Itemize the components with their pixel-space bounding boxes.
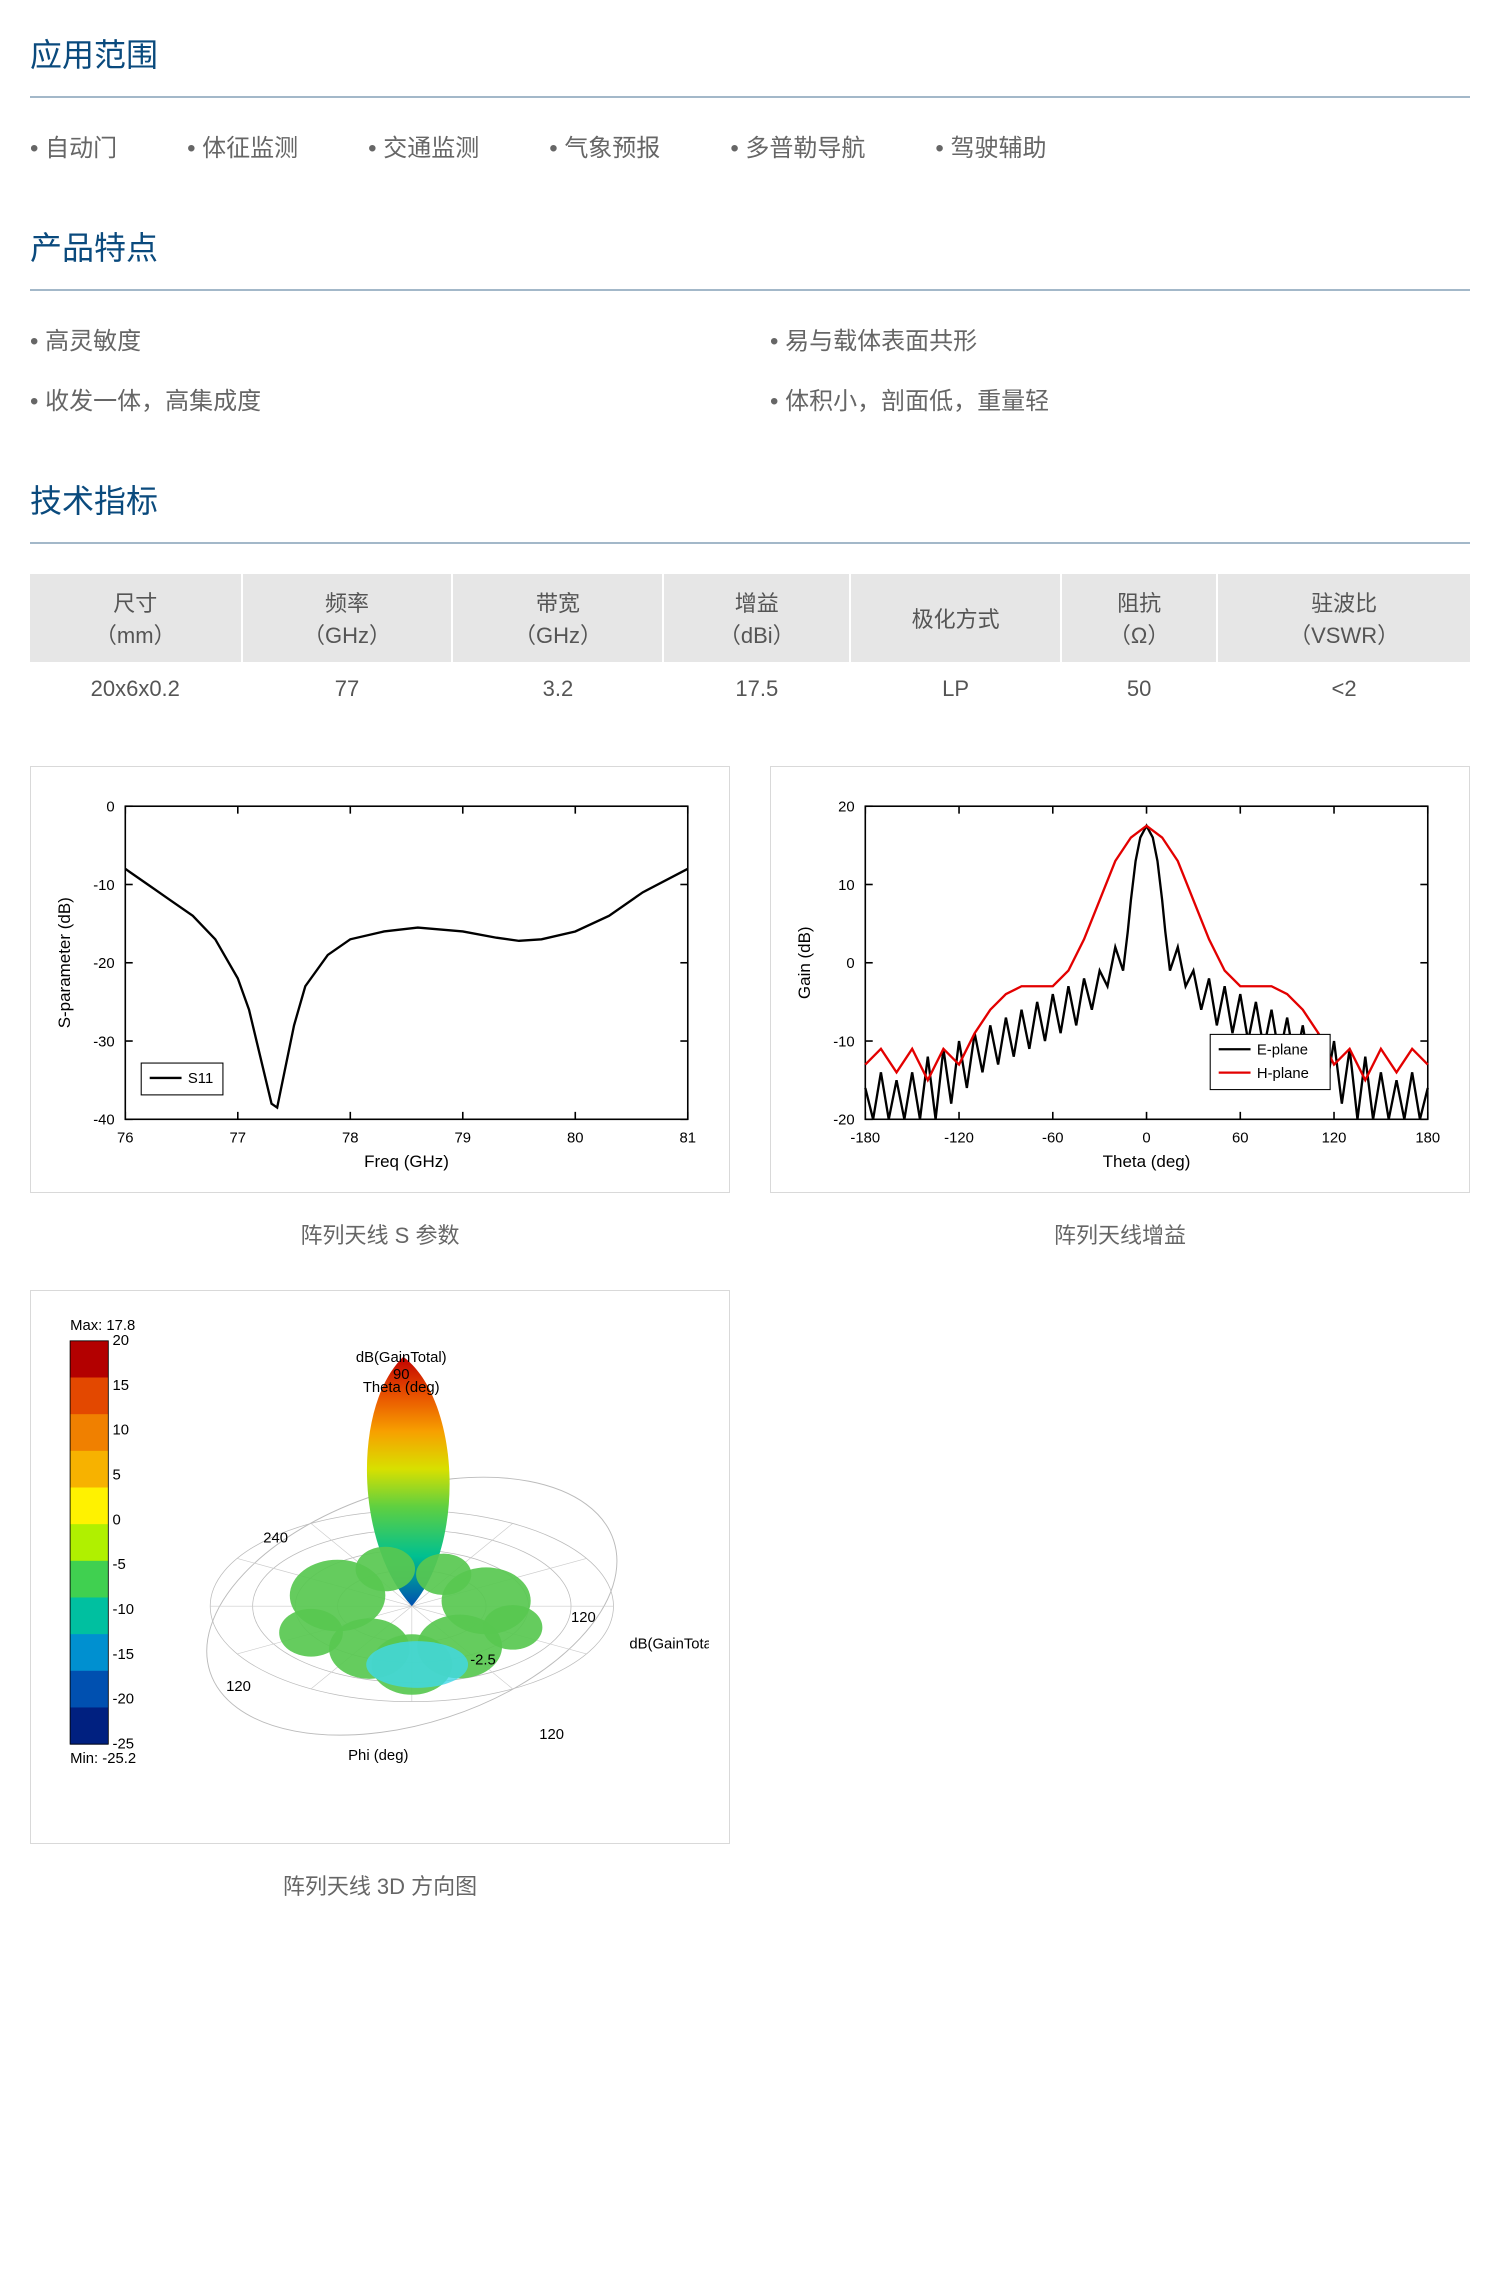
application-item: 交通监测 (368, 128, 479, 163)
svg-text:240: 240 (263, 1530, 288, 1546)
svg-text:120: 120 (571, 1610, 596, 1626)
charts-row-1: 76 77 78 79 80 81 -40 -30 -20 -10 0 Freq (GHz) S-par… (30, 766, 1470, 1250)
svg-text:dB(GainTotal): dB(GainTotal) (356, 1350, 447, 1366)
svg-text:-15: -15 (113, 1646, 134, 1662)
gain-chart: -180 -120 -60 0 60 120 180 -20 -10 0 10 20 Theta (de… (770, 766, 1470, 1193)
svg-text:180: 180 (1415, 1131, 1440, 1147)
pattern3d-chart: Max: 17.820 15 10 5 0 -5 -10 -15 -20 -25Min: -25.… (30, 1290, 730, 1844)
svg-text:76: 76 (117, 1131, 134, 1147)
svg-text:Theta (deg): Theta (deg) (1103, 1152, 1191, 1171)
svg-text:79: 79 (455, 1131, 472, 1147)
table-header: 阻抗（Ω） (1061, 574, 1217, 662)
svg-text:S11: S11 (188, 1071, 213, 1087)
svg-text:10: 10 (113, 1422, 130, 1438)
application-item: 气象预报 (549, 128, 660, 163)
specs-section: 技术指标 尺寸（mm）频率（GHz）带宽（GHz）增益（dBi）极化方式阻抗（Ω… (30, 476, 1470, 1901)
table-cell: 77 (242, 662, 453, 716)
table-header: 增益（dBi） (663, 574, 850, 662)
specs-title: 技术指标 (30, 476, 1470, 544)
svg-text:-20: -20 (113, 1691, 134, 1707)
svg-text:-25: -25 (113, 1736, 134, 1752)
svg-text:20: 20 (113, 1333, 130, 1349)
table-cell: 17.5 (663, 662, 850, 716)
table-cell: LP (850, 662, 1061, 716)
table-cell: 20x6x0.2 (30, 662, 242, 716)
svg-text:Phi (deg): Phi (deg) (348, 1748, 408, 1764)
svg-text:-180: -180 (850, 1131, 880, 1147)
svg-text:-60: -60 (1042, 1131, 1063, 1147)
svg-text:Max: 17.8: Max: 17.8 (70, 1318, 135, 1334)
table-header: 带宽（GHz） (452, 574, 663, 662)
svg-text:-5: -5 (113, 1557, 126, 1573)
s11-caption: 阵列天线 S 参数 (30, 1218, 730, 1250)
application-item: 自动门 (30, 128, 117, 163)
svg-text:-120: -120 (944, 1131, 974, 1147)
features-title: 产品特点 (30, 223, 1470, 291)
svg-text:77: 77 (230, 1131, 247, 1147)
feature-item: 高灵敏度 (30, 321, 730, 356)
svg-text:Gain (dB): Gain (dB) (795, 926, 814, 999)
svg-text:0: 0 (113, 1512, 121, 1528)
svg-text:dB(GainTotal): dB(GainTotal) (629, 1636, 709, 1652)
application-item: 多普勒导航 (730, 128, 865, 163)
table-header: 驻波比（VSWR） (1217, 574, 1470, 662)
feature-item: 收发一体，高集成度 (30, 381, 730, 416)
svg-text:Freq (GHz): Freq (GHz) (364, 1152, 449, 1171)
svg-text:E-plane: E-plane (1257, 1043, 1308, 1059)
svg-text:0: 0 (1142, 1131, 1150, 1147)
table-header: 尺寸（mm） (30, 574, 242, 662)
svg-text:Min: -25.2: Min: -25.2 (70, 1751, 136, 1767)
table-row: 20x6x0.2773.217.5LP50<2 (30, 662, 1470, 716)
svg-text:120: 120 (1322, 1131, 1347, 1147)
features-list: 高灵敏度 易与载体表面共形收发一体，高集成度 体积小，剖面低，重量轻 (30, 321, 1470, 416)
charts-row-2: Max: 17.820 15 10 5 0 -5 -10 -15 -20 -25Min: -25.… (30, 1290, 1470, 1901)
table-header: 频率（GHz） (242, 574, 453, 662)
svg-text:Theta (deg): Theta (deg) (363, 1379, 440, 1395)
applications-list: 自动门 体征监测 交通监测 气象预报 多普勒导航 驾驶辅助 (30, 128, 1470, 163)
gain-caption: 阵列天线增益 (770, 1218, 1470, 1250)
svg-text:0: 0 (846, 956, 854, 972)
table-cell: <2 (1217, 662, 1470, 716)
svg-text:120: 120 (226, 1679, 251, 1695)
svg-text:120: 120 (539, 1726, 564, 1742)
svg-text:-40: -40 (93, 1113, 114, 1129)
application-item: 体征监测 (187, 128, 298, 163)
svg-text:5: 5 (113, 1467, 121, 1483)
svg-text:15: 15 (113, 1378, 130, 1394)
svg-text:78: 78 (342, 1131, 359, 1147)
svg-text:-20: -20 (93, 956, 114, 972)
application-item: 驾驶辅助 (935, 128, 1046, 163)
feature-item: 体积小，剖面低，重量轻 (770, 381, 1470, 416)
table-head-row: 尺寸（mm）频率（GHz）带宽（GHz）增益（dBi）极化方式阻抗（Ω）驻波比（… (30, 574, 1470, 662)
svg-text:10: 10 (838, 878, 855, 894)
svg-text:60: 60 (1232, 1131, 1249, 1147)
table-cell: 3.2 (452, 662, 663, 716)
svg-text:80: 80 (567, 1131, 584, 1147)
svg-text:-20: -20 (833, 1113, 854, 1129)
pattern3d-caption: 阵列天线 3D 方向图 (30, 1869, 730, 1901)
applications-title: 应用范围 (30, 30, 1470, 98)
svg-text:S-parameter (dB): S-parameter (dB) (55, 897, 74, 1028)
svg-text:20: 20 (838, 800, 855, 816)
applications-section: 应用范围 自动门 体征监测 交通监测 气象预报 多普勒导航 驾驶辅助 (30, 30, 1470, 163)
feature-item: 易与载体表面共形 (770, 321, 1470, 356)
svg-text:-2.5: -2.5 (470, 1652, 496, 1668)
svg-text:H-plane: H-plane (1257, 1066, 1309, 1082)
svg-text:-10: -10 (833, 1034, 854, 1050)
s11-chart: 76 77 78 79 80 81 -40 -30 -20 -10 0 Freq (GHz) S-par… (30, 766, 730, 1193)
svg-text:0: 0 (106, 800, 114, 816)
table-cell: 50 (1061, 662, 1217, 716)
table-header: 极化方式 (850, 574, 1061, 662)
svg-text:-10: -10 (113, 1602, 134, 1618)
features-section: 产品特点 高灵敏度 易与载体表面共形收发一体，高集成度 体积小，剖面低，重量轻 (30, 223, 1470, 416)
svg-text:81: 81 (680, 1131, 697, 1147)
svg-text:-30: -30 (93, 1034, 114, 1050)
svg-text:-10: -10 (93, 878, 114, 894)
spec-table: 尺寸（mm）频率（GHz）带宽（GHz）增益（dBi）极化方式阻抗（Ω）驻波比（… (30, 574, 1470, 716)
